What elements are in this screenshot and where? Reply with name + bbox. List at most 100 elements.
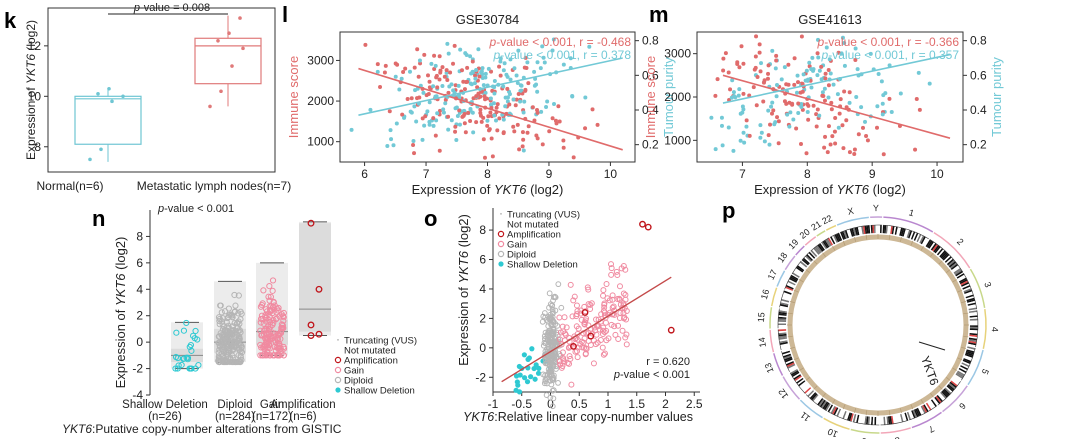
x-tick-label: 2 [662, 397, 669, 411]
chromosome-band [943, 255, 951, 262]
purity-point [773, 66, 778, 71]
ring-tick [930, 252, 934, 258]
purity-point [726, 125, 731, 130]
purity-point [441, 107, 446, 112]
purity-point [713, 147, 718, 152]
y-tick-label: 1000 [307, 135, 334, 149]
purity-point [470, 69, 475, 74]
y-tick-label: 0 [479, 341, 486, 355]
immune-fit-line [722, 74, 951, 139]
chromosome-band [796, 265, 805, 272]
ring-tick [793, 357, 799, 361]
chromosome-band [950, 263, 959, 271]
purity-point [454, 137, 459, 142]
ring-tick [963, 335, 969, 338]
data-point [189, 332, 197, 339]
chromosome-outer-arc [769, 329, 775, 353]
x-category-label: Gain [260, 399, 284, 411]
chromosome-outer-arc [836, 216, 869, 226]
purity-point [385, 143, 390, 148]
chromosome-band [929, 400, 936, 408]
chromosome-band [837, 232, 843, 241]
chromosome-band [880, 416, 883, 425]
purity-point [503, 104, 508, 109]
immune-point [515, 122, 520, 127]
purity-point [412, 104, 417, 109]
chromosome-band [968, 339, 977, 343]
purity-point [817, 68, 822, 73]
diploid-point [541, 333, 548, 340]
chromosome-band [969, 315, 978, 318]
p-value-annotation: p-value < 0.001 [157, 203, 234, 215]
data-point [188, 347, 195, 354]
immune-point [416, 74, 421, 79]
immune-point [561, 138, 566, 143]
chromosome-band [778, 318, 787, 321]
immune-point [512, 129, 517, 134]
purity-point [483, 71, 488, 76]
p-value-annotation-part: -value < 0.001 [620, 369, 690, 381]
purity-point [468, 81, 473, 86]
x-axis-label-part: YKT6 [62, 422, 92, 436]
legend-marker [334, 366, 342, 374]
chromosome-band [802, 257, 810, 265]
immune-point [796, 80, 801, 85]
chromosome-band [899, 227, 903, 236]
purity-fit-line [722, 53, 951, 104]
chromosome-band [939, 250, 946, 258]
purity-point [853, 46, 858, 51]
gain-point [574, 308, 581, 315]
gain-point [600, 292, 607, 299]
immune-point [771, 108, 776, 113]
immune-point [415, 47, 420, 52]
chromosome-band [827, 404, 834, 413]
chromosome-band [934, 246, 941, 254]
gain-point [563, 324, 570, 331]
purity-point [550, 48, 555, 53]
y2-tick-label: 0.2 [970, 138, 987, 152]
immune-point [490, 154, 495, 159]
chromosome-band [955, 373, 964, 379]
immune-point [489, 69, 494, 74]
immune-point [881, 152, 886, 157]
chromosome-band [780, 302, 789, 306]
chromosome-band [962, 285, 971, 290]
chromosome-band [779, 338, 788, 342]
chromosome-band [781, 295, 791, 300]
immune-point [770, 111, 775, 116]
chromosome-band [782, 292, 792, 297]
purity-point [413, 88, 418, 93]
chart-title: GSE41613 [798, 12, 862, 27]
immune-point [507, 102, 512, 107]
gain-point [619, 327, 626, 334]
purity-point [494, 118, 499, 123]
chromosome-band [887, 225, 890, 234]
purity-point [839, 51, 844, 56]
immune-point [475, 85, 480, 90]
panel-label-l: l [282, 2, 288, 27]
chromosome-band [778, 316, 787, 319]
chromosome-band [909, 410, 914, 419]
chromosome-band [810, 393, 818, 401]
chromosome-band [948, 261, 957, 268]
data-point [232, 302, 239, 309]
purity-point [388, 128, 393, 133]
gain-point [614, 296, 621, 303]
legend-label: Gain [344, 366, 364, 377]
x-axis-label-part: YKT6 [837, 182, 870, 197]
data-point [263, 334, 270, 342]
y-axis-label-part: Expression of [113, 306, 128, 388]
chromosome-band [780, 343, 789, 347]
data-point [267, 293, 274, 300]
immune-point [833, 116, 838, 121]
p-value-annotation: p-value < 0.001 [613, 369, 690, 381]
chromosome-label: 15 [756, 312, 767, 323]
chromosome-band [846, 229, 851, 238]
x-tick-label: 10 [604, 167, 618, 181]
chromosome-label: 17 [766, 268, 779, 281]
diploid-point [555, 380, 561, 386]
chromosome-band [913, 409, 919, 418]
gain-point [617, 309, 624, 316]
purity-stat-annotation: p-value < 0.001, r = 0.378 [493, 48, 632, 62]
purity-point [767, 142, 772, 147]
